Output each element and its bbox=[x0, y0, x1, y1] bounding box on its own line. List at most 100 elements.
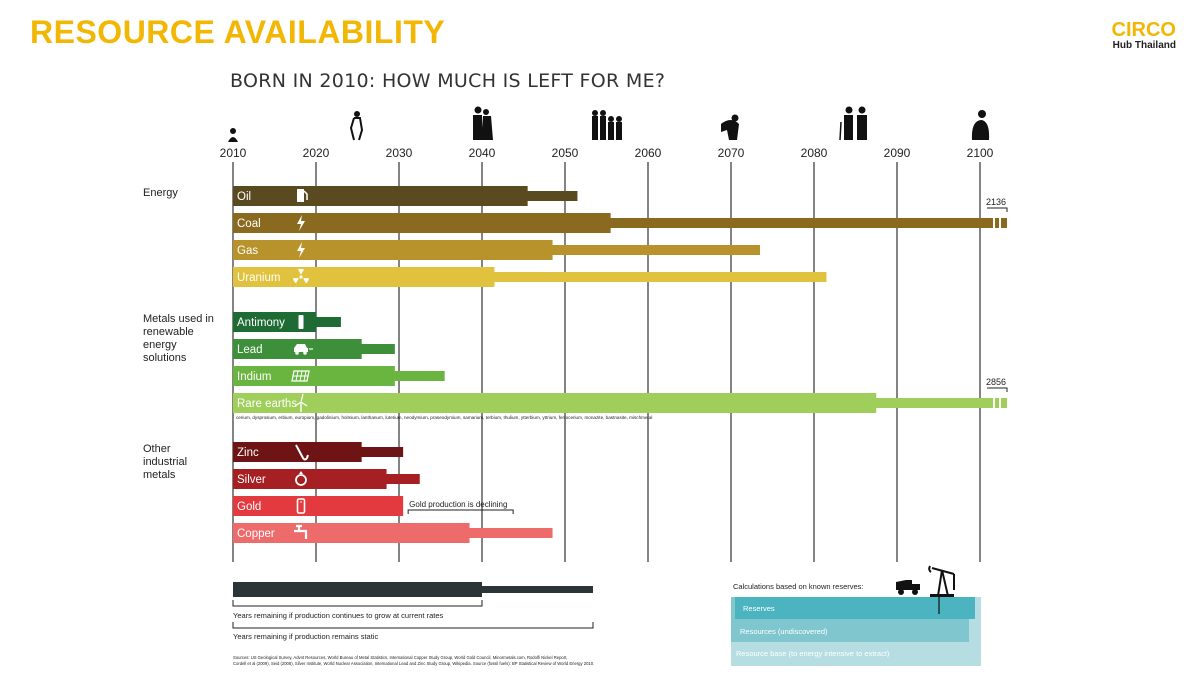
radiation-icon bbox=[293, 268, 309, 284]
old-person-icon bbox=[971, 110, 990, 140]
saxophone-icon bbox=[295, 444, 309, 461]
oil-pump-icon bbox=[928, 565, 955, 614]
bar-label: Gold bbox=[237, 501, 261, 513]
legend-growth-bar bbox=[233, 582, 482, 597]
static-bar bbox=[233, 218, 993, 228]
bar-row-zinc bbox=[233, 442, 404, 462]
x-tick-label: 2100 bbox=[967, 146, 994, 160]
logo-word: CIRCO bbox=[1111, 19, 1176, 41]
gold-annotation: Gold production is declining bbox=[409, 500, 507, 509]
gardener-icon bbox=[721, 114, 739, 140]
phone-icon bbox=[296, 498, 306, 514]
bar-label: Zinc bbox=[237, 447, 259, 459]
sources-text: Cordell et al (2009), Seid (2008), Silve… bbox=[233, 661, 594, 666]
legend-growth-bracket bbox=[232, 600, 483, 607]
resources-label: Resources (undiscovered) bbox=[740, 627, 828, 636]
break-segment bbox=[1001, 218, 1007, 228]
bar-label: Gas bbox=[237, 245, 258, 257]
legend-static-bar bbox=[482, 586, 593, 593]
bar-row-gold bbox=[233, 496, 514, 516]
break-segment bbox=[995, 218, 999, 228]
growth-bar bbox=[233, 442, 362, 462]
bar-row-uranium bbox=[233, 267, 827, 287]
family-icon bbox=[592, 110, 622, 140]
bar-label: Antimony bbox=[237, 317, 285, 329]
break-segment bbox=[995, 398, 999, 408]
wind-turbine-icon bbox=[294, 393, 308, 412]
bar-label: Uranium bbox=[237, 272, 280, 284]
bar-label: Lead bbox=[237, 344, 263, 356]
logo-subtitle: Hub Thailand bbox=[1112, 40, 1176, 51]
bar-label: Silver bbox=[237, 474, 266, 486]
growth-bar bbox=[233, 496, 404, 516]
growth-bar bbox=[233, 469, 387, 489]
growth-bar bbox=[233, 186, 528, 206]
legend-static-bracket bbox=[232, 622, 594, 629]
group-label: Other industrial metals bbox=[143, 443, 187, 481]
fuel-pump-icon bbox=[297, 189, 308, 202]
resource-base-label: Resource base (to energy intensive to ex… bbox=[736, 649, 890, 658]
bar-label: Indium bbox=[237, 371, 272, 383]
rare-earths-note: cerium, dysprosium, erbium, europium, ga… bbox=[236, 415, 652, 420]
car-icon bbox=[294, 344, 313, 355]
sources-text: Sources: US Geological Survey, Advnt Res… bbox=[233, 655, 567, 660]
reserves-box bbox=[735, 597, 975, 619]
x-tick-label: 2010 bbox=[220, 146, 247, 160]
x-tick-label: 2050 bbox=[552, 146, 579, 160]
growth-bar bbox=[233, 366, 395, 386]
faucet-icon bbox=[294, 524, 308, 539]
bar-row-rare-earths bbox=[233, 387, 1008, 413]
x-tick-label: 2030 bbox=[386, 146, 413, 160]
x-tick-label: 2040 bbox=[469, 146, 496, 160]
reserves-label: Reserves bbox=[743, 604, 775, 613]
elderly-couple-icon bbox=[839, 106, 867, 141]
group-label: Metals used in renewable energy solutions bbox=[143, 313, 214, 364]
growth-bar bbox=[233, 393, 877, 413]
annotation-bracket bbox=[407, 509, 514, 514]
overflow-year-label: 2136 bbox=[986, 197, 1006, 207]
bar-row-coal bbox=[233, 207, 1008, 233]
bar-row-lead bbox=[233, 339, 395, 359]
bar-label: Oil bbox=[237, 191, 251, 203]
x-tick-label: 2060 bbox=[635, 146, 662, 160]
legend-growth-label: Years remaining if production continues … bbox=[233, 611, 444, 620]
legend-static-label: Years remaining if production remains st… bbox=[233, 632, 378, 641]
bar-row-copper bbox=[233, 523, 553, 543]
bar-label: Copper bbox=[237, 528, 275, 540]
bar-row-oil bbox=[233, 186, 578, 206]
x-tick-label: 2080 bbox=[801, 146, 828, 160]
static-bar bbox=[233, 272, 827, 282]
chart-title: BORN IN 2010: HOW MUCH IS LEFT FOR ME? bbox=[230, 70, 666, 92]
battery-icon bbox=[298, 315, 304, 329]
x-tick-label: 2090 bbox=[884, 146, 911, 160]
growth-bar bbox=[233, 267, 495, 287]
lightning-icon bbox=[297, 215, 305, 231]
solar-panel-icon bbox=[291, 370, 310, 382]
break-segment bbox=[1001, 398, 1007, 408]
mining-truck-icon bbox=[896, 580, 920, 595]
bar-label: Rare earths bbox=[237, 398, 297, 410]
x-tick-label: 2020 bbox=[303, 146, 330, 160]
bar-row-antimony bbox=[233, 312, 341, 332]
bar-row-indium bbox=[233, 366, 445, 386]
child-icon bbox=[349, 111, 364, 141]
growth-bar bbox=[233, 240, 553, 260]
couple-icon bbox=[473, 106, 493, 140]
ring-icon bbox=[295, 471, 307, 486]
x-tick-label: 2070 bbox=[718, 146, 745, 160]
baby-icon bbox=[228, 128, 238, 142]
bar-row-gas bbox=[233, 240, 761, 260]
bar-label: Coal bbox=[237, 218, 261, 230]
lightning-icon bbox=[297, 242, 305, 258]
group-label: Energy bbox=[143, 187, 178, 199]
overflow-year-label: 2856 bbox=[986, 377, 1006, 387]
bar-row-silver bbox=[233, 469, 420, 489]
growth-bar bbox=[233, 312, 316, 332]
overflow-bracket bbox=[987, 207, 1008, 212]
logo: CIRCO Hub Thailand bbox=[1112, 20, 1176, 51]
calc-title: Calculations based on known reserves: bbox=[733, 582, 864, 591]
overflow-bracket bbox=[987, 387, 1008, 392]
page-title: RESOURCE AVAILABILITY bbox=[30, 14, 446, 50]
growth-bar bbox=[233, 213, 611, 233]
